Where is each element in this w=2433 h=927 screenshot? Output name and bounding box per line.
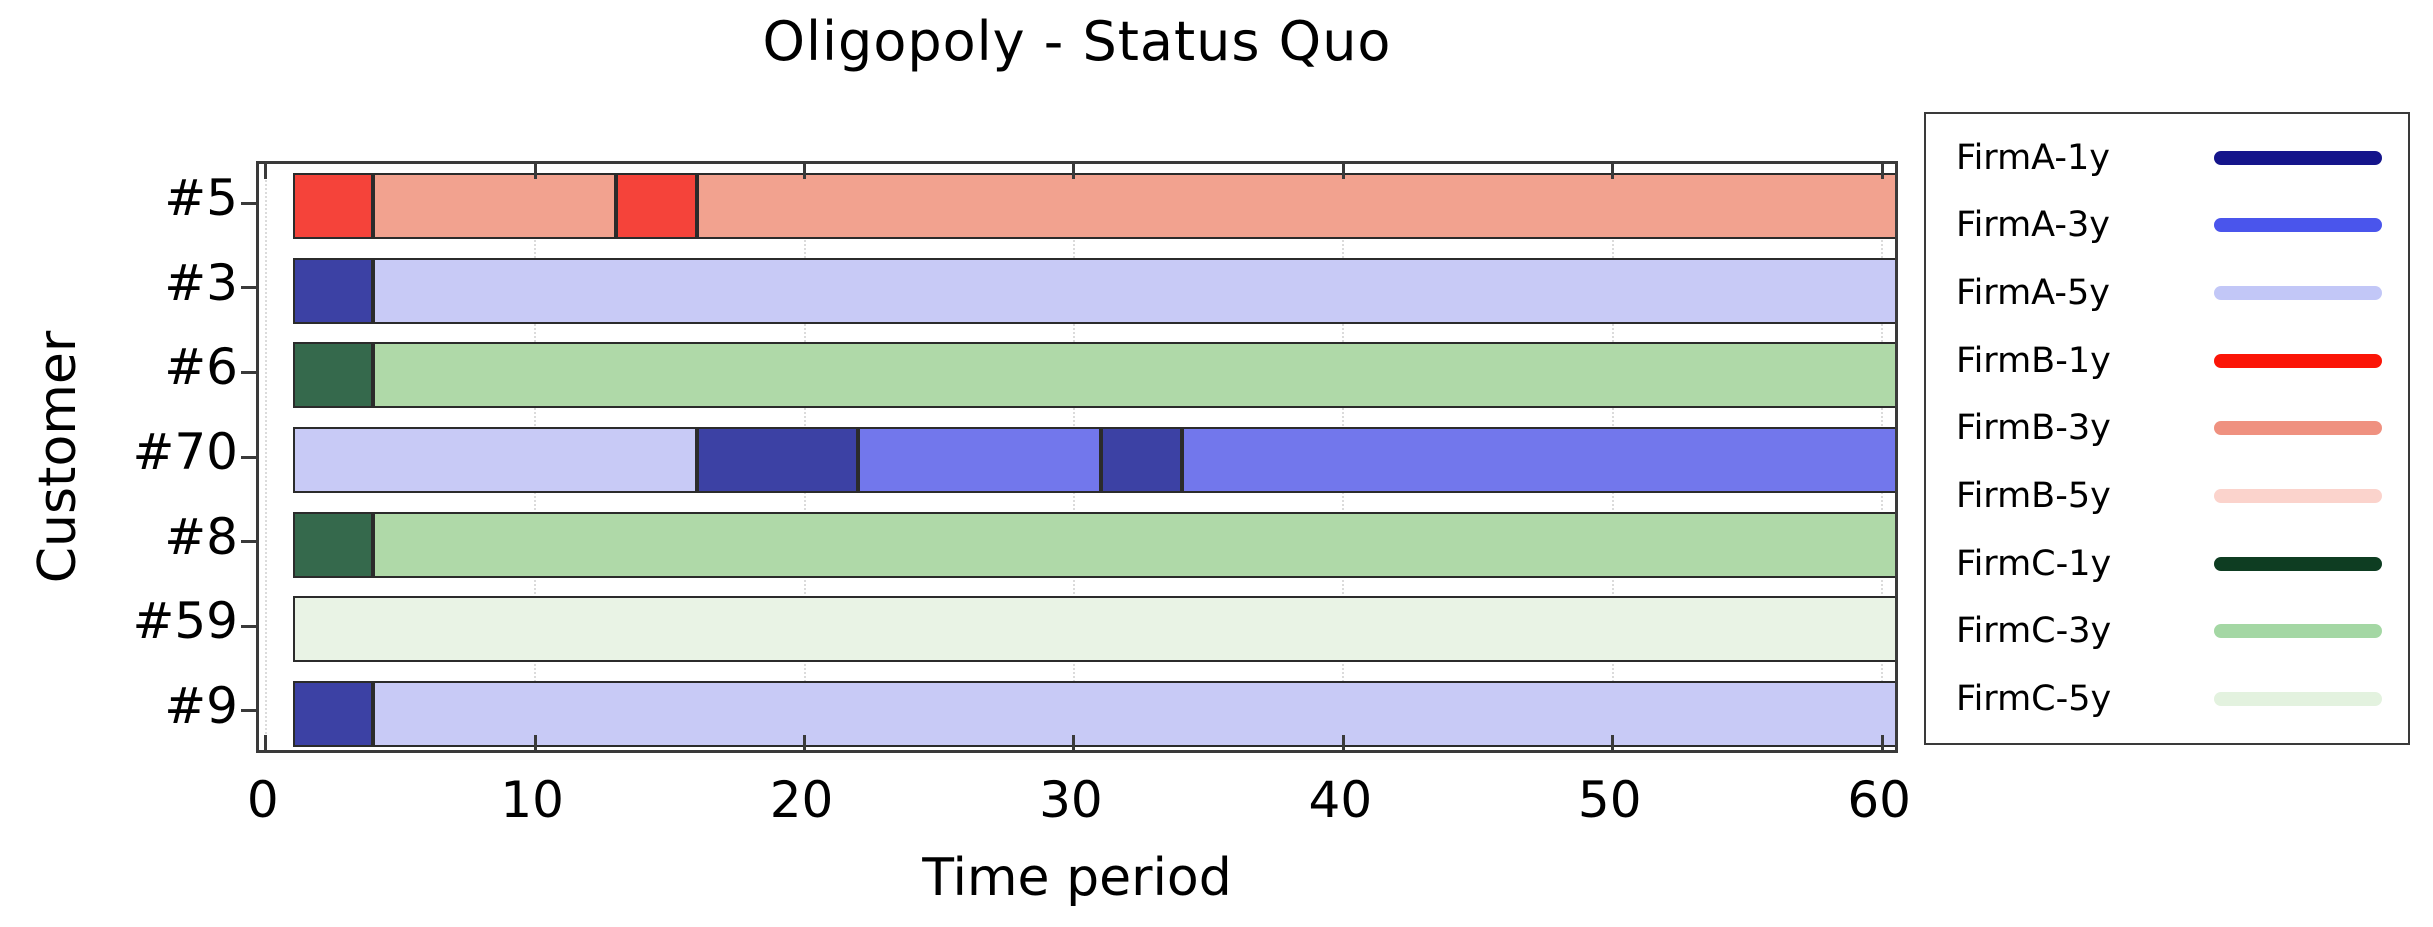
x-tick-label: 10 [500, 771, 564, 829]
bar-segment-70-FirmA-1y [1100, 427, 1182, 493]
bar-segment-5-FirmB-1y [292, 173, 374, 240]
legend-line-swatch [2214, 421, 2382, 436]
legend-label: FirmC-5y [1956, 679, 2112, 720]
bar-segment-9-FirmA-1y [292, 680, 374, 747]
bar-segment-70-FirmA-5y [292, 427, 697, 493]
legend-line-swatch [2214, 150, 2382, 165]
x-tick [1072, 164, 1076, 179]
bar-segment-3-FirmA-5y [373, 257, 1895, 324]
plot-area [256, 161, 1898, 753]
bar-segment-70-FirmA-1y [696, 427, 859, 493]
legend-label: FirmB-1y [1956, 340, 2111, 381]
x-tick-label: 30 [1039, 771, 1103, 829]
bar-segment-6-FirmC-1y [292, 342, 374, 409]
x-tick-label: 40 [1308, 771, 1373, 829]
legend-line-swatch [2214, 489, 2382, 504]
bar-segment-8-FirmC-1y [292, 511, 374, 578]
x-tick-label: 50 [1577, 771, 1642, 829]
bar-segment-5-FirmB-3y [696, 173, 1895, 240]
x-tick-label: 60 [1847, 771, 1911, 829]
bar-segment-5-FirmB-3y [373, 173, 616, 240]
legend-item-FirmB-5y: FirmB-5y [1926, 476, 2408, 516]
x-tick [533, 735, 537, 750]
y-tick-label: #6 [164, 338, 238, 397]
legend-item-FirmA-5y: FirmA-5y [1926, 273, 2408, 313]
y-tick [241, 709, 258, 713]
legend-item-FirmC-5y: FirmC-5y [1926, 679, 2408, 719]
bar-segment-8-FirmC-3y [373, 511, 1895, 578]
x-tick-label: 0 [246, 771, 279, 829]
legend-item-FirmC-3y: FirmC-3y [1926, 611, 2408, 651]
legend-item-FirmA-3y: FirmA-3y [1926, 205, 2408, 245]
legend-item-FirmC-1y: FirmC-1y [1926, 544, 2408, 584]
x-tick [1341, 164, 1345, 179]
legend-item-FirmA-1y: FirmA-1y [1926, 138, 2408, 178]
bar-segment-5-FirmB-1y [615, 173, 697, 240]
x-tick [264, 164, 268, 179]
bar-segment-9-FirmA-5y [373, 680, 1895, 747]
legend-item-FirmB-3y: FirmB-3y [1926, 408, 2408, 448]
y-tick [241, 201, 258, 205]
legend-label: FirmA-1y [1956, 137, 2110, 178]
x-tick [1341, 735, 1345, 750]
bar-segment-59-FirmC-5y [292, 596, 1895, 663]
y-tick [241, 286, 258, 290]
y-tick-label: #3 [164, 253, 238, 312]
legend-item-FirmB-1y: FirmB-1y [1926, 341, 2408, 381]
legend-line-swatch [2214, 286, 2382, 301]
legend-label: FirmB-5y [1956, 476, 2111, 517]
x-tick [1611, 735, 1615, 750]
y-tick-label: #8 [164, 507, 238, 566]
bar-segment-6-FirmC-3y [373, 342, 1895, 409]
legend: FirmA-1y FirmA-3y FirmA-5y FirmB-1y FirmB-3y… [1924, 112, 2410, 745]
x-tick [1880, 735, 1884, 750]
x-tick [1072, 735, 1076, 750]
legend-line-swatch [2214, 624, 2382, 639]
legend-label: FirmA-5y [1956, 273, 2110, 314]
legend-label: FirmB-3y [1956, 408, 2111, 449]
legend-label: FirmA-3y [1956, 205, 2110, 246]
y-axis-label: Customer [28, 330, 88, 584]
bar-segment-3-FirmA-1y [292, 257, 374, 324]
x-tick [1880, 164, 1884, 179]
y-tick-label: #59 [132, 592, 238, 651]
y-tick-label: #70 [132, 423, 238, 481]
y-tick-label: #9 [164, 676, 238, 735]
y-tick-label: #5 [164, 169, 238, 228]
bar-segment-70-FirmA-3y [858, 427, 1101, 493]
x-tick [533, 164, 537, 179]
x-tick-label: 20 [769, 771, 834, 829]
legend-label: FirmC-3y [1956, 611, 2112, 652]
y-tick [241, 455, 258, 459]
x-tick [1611, 164, 1615, 179]
plot-inner [259, 164, 1895, 750]
x-tick [803, 164, 807, 179]
legend-line-swatch [2214, 556, 2382, 571]
gridline [264, 164, 267, 750]
y-tick [241, 370, 258, 374]
bar-segment-70-FirmA-3y [1181, 427, 1895, 493]
x-tick [803, 735, 807, 750]
y-tick [241, 540, 258, 544]
legend-line-swatch [2214, 218, 2382, 233]
legend-label: FirmC-1y [1956, 543, 2112, 584]
x-tick [264, 735, 268, 750]
legend-line-swatch [2214, 353, 2382, 368]
y-tick [241, 624, 258, 628]
legend-line-swatch [2214, 692, 2382, 707]
chart-title: Oligopoly - Status Quo [762, 10, 1392, 73]
x-axis-label: Time period [922, 848, 1232, 908]
